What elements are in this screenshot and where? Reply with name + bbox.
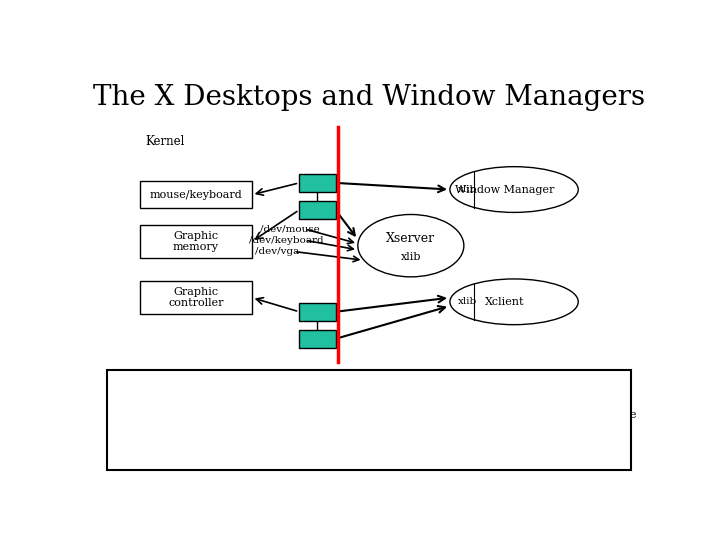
Text: this feature... Who wants a different user interface in every car?? This was one: this feature... Who wants a different us… <box>117 427 613 437</box>
Text: Graphic
controller: Graphic controller <box>168 287 224 308</box>
FancyBboxPatch shape <box>300 303 336 321</box>
Text: socket: socket <box>302 334 333 344</box>
FancyBboxPatch shape <box>140 225 252 258</box>
Text: Xserver: Xserver <box>387 232 436 245</box>
Text: xlib: xlib <box>458 298 477 306</box>
FancyBboxPatch shape <box>140 281 252 314</box>
Text: /dev/keyboard: /dev/keyboard <box>249 236 324 245</box>
Text: mouse/keyboard: mouse/keyboard <box>150 190 243 200</box>
Text: implemented on the same platform. Reality has shown that users do not really app: implemented on the same platform. Realit… <box>117 410 636 420</box>
Text: X Windows does only provide mechanism, no policy, e.g. how a desktop or window: X Windows does only provide mechanism, n… <box>117 377 593 387</box>
Text: socket: socket <box>302 307 333 317</box>
Text: Graphic
memory: Graphic memory <box>173 231 219 252</box>
FancyBboxPatch shape <box>300 330 336 348</box>
FancyBboxPatch shape <box>300 174 336 192</box>
Text: Xclient: Xclient <box>485 297 525 307</box>
Text: The X Desktops and Window Managers: The X Desktops and Window Managers <box>93 84 645 111</box>
FancyBboxPatch shape <box>300 201 336 219</box>
Text: socket: socket <box>302 205 333 215</box>
Text: xlib: xlib <box>400 252 421 262</box>
FancyBboxPatch shape <box>107 370 631 470</box>
Ellipse shape <box>450 279 578 325</box>
Text: Kernel: Kernel <box>145 135 185 148</box>
Ellipse shape <box>450 167 578 212</box>
Text: /dev/vga: /dev/vga <box>255 247 299 256</box>
Text: socket: socket <box>302 178 333 188</box>
Text: frequent cases where a clever technical idea did not meet the users demands.: frequent cases where a clever technical … <box>117 443 570 454</box>
Text: /dev/mouse: /dev/mouse <box>260 225 320 233</box>
Text: xlib: xlib <box>458 185 477 194</box>
Ellipse shape <box>358 214 464 277</box>
FancyBboxPatch shape <box>140 181 252 208</box>
Text: manager should look. Separating mechanism and policy allows different policies t: manager should look. Separating mechanis… <box>117 394 616 404</box>
Text: Window Manager: Window Manager <box>455 185 554 194</box>
